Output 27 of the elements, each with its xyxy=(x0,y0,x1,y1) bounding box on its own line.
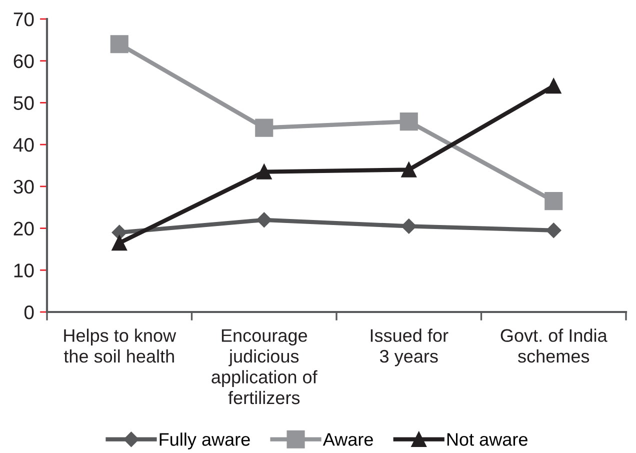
legend-label: Fully aware xyxy=(160,432,250,450)
y-tick-label: 20 xyxy=(14,222,34,236)
y-tick-label: 70 xyxy=(14,12,34,26)
y-tick-label: 50 xyxy=(14,96,34,110)
y-tick-label: 30 xyxy=(14,180,34,194)
y-tick-label: 40 xyxy=(13,138,34,152)
x-tick-label: Issued for 3 years xyxy=(370,328,448,366)
x-tick-label: Encourage judicious application of fertilizers xyxy=(212,329,318,404)
point xyxy=(544,192,563,210)
point xyxy=(112,224,127,240)
point xyxy=(255,118,274,137)
point xyxy=(400,112,418,131)
x-tick-label: Govt. of India schemes xyxy=(500,328,608,363)
point xyxy=(401,218,416,234)
legend-label: Aware xyxy=(322,433,373,446)
point xyxy=(110,35,128,54)
x-tick-label: Helps to know the soil health xyxy=(64,328,176,363)
point xyxy=(112,235,128,251)
point xyxy=(401,162,417,178)
y-tick-label: 60 xyxy=(14,54,34,68)
point xyxy=(256,212,272,228)
legend-label: Not aware xyxy=(447,433,528,446)
point xyxy=(546,78,562,94)
point xyxy=(256,164,272,180)
y-tick-label: 10 xyxy=(14,264,34,278)
point xyxy=(546,222,562,238)
y-tick-label: 0 xyxy=(24,305,34,320)
